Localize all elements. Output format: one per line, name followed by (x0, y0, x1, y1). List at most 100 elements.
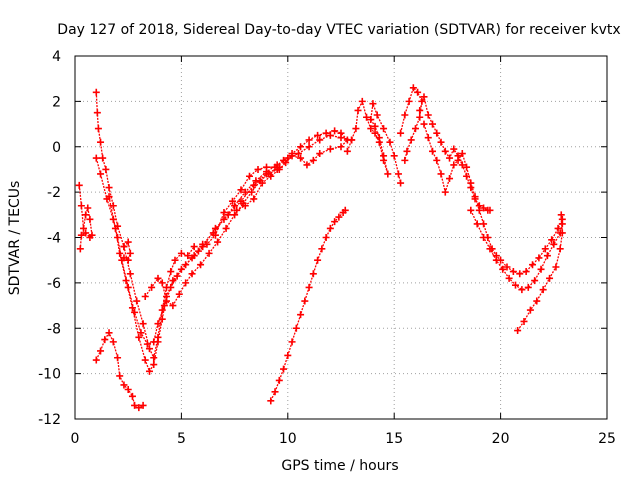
data-point-marker (76, 245, 84, 253)
data-point-marker (309, 270, 317, 278)
data-point-marker (122, 277, 130, 285)
data-point-marker (197, 261, 205, 269)
data-point-marker (529, 261, 537, 269)
data-point-marker (397, 129, 405, 137)
data-point-marker (309, 156, 317, 164)
data-point-marker (416, 106, 424, 114)
x-tick-label: 0 (71, 431, 80, 447)
data-point-marker (458, 150, 466, 158)
data-point-marker (390, 152, 398, 160)
data-point-marker (446, 154, 454, 162)
x-axis-label: GPS time / hours (281, 458, 398, 474)
x-tick-labels: 0 5 10 15 20 25 (71, 431, 616, 447)
data-point-marker (254, 165, 262, 173)
series-arc-14 (470, 210, 563, 291)
data-point-marker (454, 156, 462, 164)
data-point-marker (131, 401, 139, 409)
data-point-marker (275, 376, 283, 384)
data-point-marker (169, 277, 177, 285)
data-point-marker (341, 206, 349, 214)
data-point-marker (167, 268, 175, 276)
data-point-marker (80, 224, 88, 232)
data-point-marker (429, 120, 437, 128)
data-point-marker (520, 317, 528, 325)
data-point-marker (271, 388, 279, 396)
data-point-marker (211, 231, 219, 239)
data-point-marker (550, 240, 558, 248)
data-point-marker (354, 106, 362, 114)
data-point-marker (343, 147, 351, 155)
data-point-marker (348, 136, 356, 144)
data-point-marker (420, 120, 428, 128)
y-tick-label: -8 (47, 321, 61, 337)
data-point-marker (137, 329, 145, 337)
data-point-marker (233, 206, 241, 214)
data-point-marker (124, 283, 132, 291)
data-point-marker (384, 170, 392, 178)
data-point-marker (182, 261, 190, 269)
data-point-marker (556, 245, 564, 253)
data-point-marker (331, 127, 339, 135)
data-point-marker (535, 254, 543, 262)
data-point-marker (301, 297, 309, 305)
x-tick-label: 25 (598, 431, 616, 447)
data-point-marker (499, 265, 507, 273)
data-point-marker (105, 184, 113, 192)
data-point-marker (492, 256, 500, 264)
data-point-marker (441, 188, 449, 196)
data-point-marker (97, 347, 105, 355)
data-point-marker (505, 274, 513, 282)
data-series (75, 84, 566, 412)
data-point-marker (92, 356, 100, 364)
data-point-marker (148, 283, 156, 291)
data-point-marker (335, 213, 343, 221)
data-point-marker (284, 154, 292, 162)
data-point-marker (303, 161, 311, 169)
data-point-marker (371, 122, 379, 130)
data-point-marker (548, 236, 556, 244)
data-point-marker (522, 268, 530, 276)
data-point-marker (297, 311, 305, 319)
data-point-marker (97, 138, 105, 146)
data-point-marker (326, 224, 334, 232)
data-point-marker (463, 163, 471, 171)
data-point-marker (271, 163, 279, 171)
data-point-marker (543, 252, 551, 260)
data-point-marker (486, 245, 494, 253)
data-point-marker (150, 361, 158, 369)
data-point-marker (224, 211, 232, 219)
data-point-marker (124, 238, 132, 246)
data-point-marker (424, 134, 432, 142)
data-point-marker (214, 238, 222, 246)
data-point-marker (294, 150, 302, 158)
data-point-marker (280, 365, 288, 373)
y-tick-label: 4 (52, 49, 61, 65)
data-point-marker (337, 143, 345, 151)
data-point-marker (139, 320, 147, 328)
data-point-marker (245, 172, 253, 180)
data-point-marker (318, 245, 326, 253)
data-point-marker (205, 249, 213, 257)
data-point-marker (143, 340, 151, 348)
data-point-marker (480, 220, 488, 228)
data-point-marker (175, 290, 183, 298)
data-point-marker (480, 234, 488, 241)
data-point-marker (231, 211, 239, 219)
data-point-marker (188, 270, 196, 278)
data-point-marker (220, 209, 228, 217)
data-point-marker (326, 131, 334, 139)
data-point-marker (75, 181, 83, 189)
data-point-marker (337, 129, 345, 137)
data-point-marker (446, 175, 454, 183)
data-point-marker (450, 145, 458, 153)
data-point-marker (358, 97, 366, 105)
series-arc-15 (517, 214, 563, 331)
data-point-marker (188, 254, 196, 262)
data-point-marker (158, 279, 166, 287)
series-arc-10 (346, 99, 402, 184)
data-point-marker (516, 270, 524, 278)
data-point-marker (109, 338, 117, 346)
data-point-marker (526, 306, 534, 314)
data-point-marker (373, 111, 381, 119)
